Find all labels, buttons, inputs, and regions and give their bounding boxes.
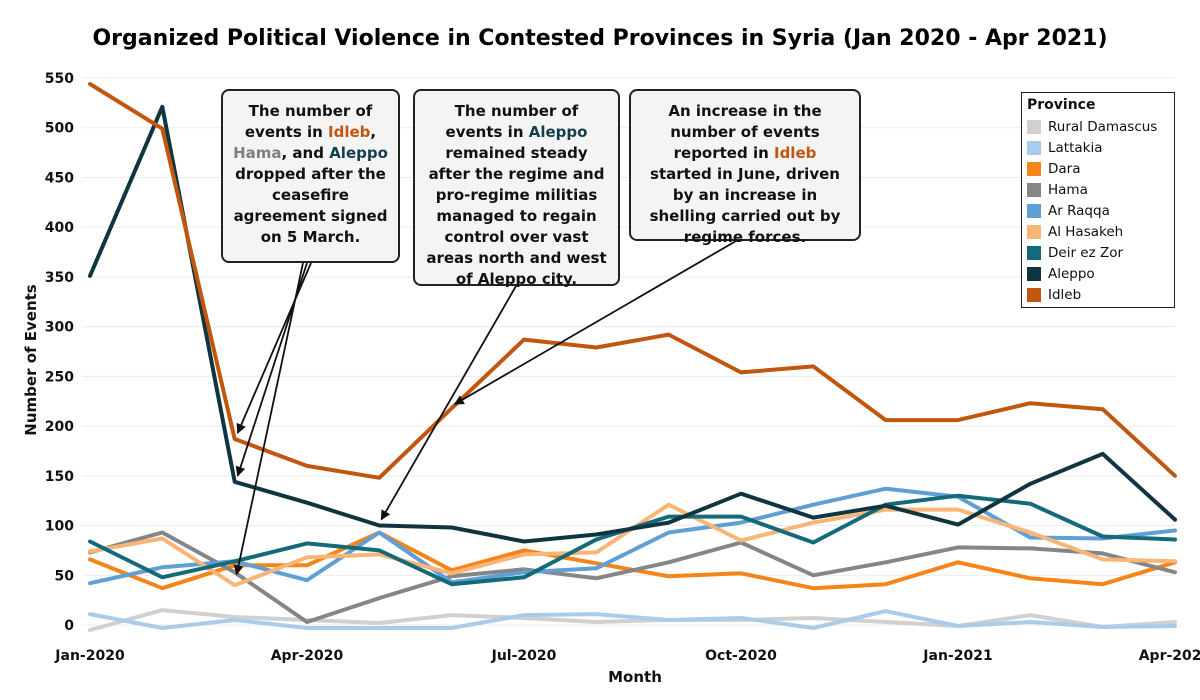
annotation-arrow <box>236 262 312 434</box>
annotation-text: started in June, driven by an increase i… <box>649 165 841 246</box>
annotation-text: , and <box>281 144 330 162</box>
legend-swatch <box>1027 182 1041 197</box>
annotation-arrow <box>380 285 517 521</box>
legend-item: Rural Damascus <box>1027 116 1169 137</box>
series-line-hama <box>88 530 1177 624</box>
y-axis-ticks: 0 50 100 150 200 250 300 350 400 450 500 550 <box>45 71 74 634</box>
legend-label: Lattakia <box>1048 139 1103 156</box>
x-tick-label: Oct-2020 <box>705 648 777 664</box>
y-tick-label: 450 <box>45 170 74 186</box>
y-tick-label: 100 <box>45 519 74 535</box>
annotation-arrows <box>233 240 737 576</box>
annotation-highlight-hama: Hama <box>233 144 282 162</box>
legend-label: Idleb <box>1048 286 1082 303</box>
x-axis-label: Month <box>608 668 662 686</box>
annotation-text: , <box>370 123 377 141</box>
y-axis-label: Number of Events <box>22 284 40 435</box>
y-tick-label: 500 <box>45 121 74 137</box>
legend-label: Hama <box>1048 181 1088 198</box>
annotation-text: The number of events in <box>445 102 579 141</box>
series-line-rural-damascus <box>88 608 1177 632</box>
y-tick-label: 200 <box>45 419 74 435</box>
legend-label: Rural Damascus <box>1048 118 1158 135</box>
y-tick-label: 350 <box>45 270 74 286</box>
legend-item: Idleb <box>1027 284 1169 305</box>
legend-swatch <box>1027 119 1041 134</box>
annotation-highlight-aleppo: Aleppo <box>528 123 588 141</box>
legend-label: Aleppo <box>1048 265 1095 282</box>
annotation-text: The number of events in <box>244 102 373 141</box>
legend-item: Hama <box>1027 179 1169 200</box>
legend: Province Rural Damascus Lattakia Dara Hama A… <box>1021 92 1175 308</box>
legend-label: Deir ez Zor <box>1048 244 1124 261</box>
y-tick-label: 0 <box>64 618 74 634</box>
series-line-idleb <box>88 82 1177 480</box>
legend-swatch <box>1027 140 1041 155</box>
annotation-aleppo-steady: The number of events in Aleppo remained … <box>413 89 620 288</box>
legend-swatch <box>1027 245 1041 260</box>
legend-items: Rural Damascus Lattakia Dara Hama Ar Raqqa Al… <box>1027 116 1169 305</box>
chart-title: Organized Political Violence in Conteste… <box>92 26 1107 51</box>
legend-title: Province <box>1027 97 1096 113</box>
legend-item: Dara <box>1027 158 1169 179</box>
x-tick-label: Jan-2021 <box>922 648 992 664</box>
annotation-highlight-idleb: Idleb <box>773 144 817 162</box>
y-tick-label: 300 <box>45 320 74 336</box>
series-lines <box>88 82 1177 632</box>
legend-item: Ar Raqqa <box>1027 200 1169 221</box>
y-tick-label: 250 <box>45 369 74 385</box>
annotation-arrow <box>453 240 737 405</box>
legend-swatch <box>1027 224 1041 239</box>
y-tick-label: 150 <box>45 469 74 485</box>
x-tick-label: Jul-2020 <box>491 648 557 664</box>
legend-item: Al Hasakeh <box>1027 221 1169 242</box>
y-tick-label: 550 <box>45 71 74 87</box>
legend-label: Dara <box>1048 160 1081 177</box>
legend-label: Al Hasakeh <box>1048 223 1124 240</box>
annotation-text: dropped after the ceasefire agreement si… <box>233 165 388 246</box>
x-tick-label: Apr-2021 <box>1139 648 1200 664</box>
annotation-text: remained steady after the regime and pro… <box>426 144 607 288</box>
series-line-lattakia <box>88 609 1177 630</box>
legend-label: Ar Raqqa <box>1048 202 1110 219</box>
y-tick-label: 400 <box>45 220 74 236</box>
annotation-idleb-increase: An increase in the number of events repo… <box>629 89 861 246</box>
legend-item: Aleppo <box>1027 263 1169 284</box>
annotation-text: An increase in the number of events repo… <box>668 102 822 162</box>
annotation-ceasefire: The number of events in Idleb, Hama, and… <box>221 89 400 263</box>
y-tick-label: 50 <box>55 568 75 584</box>
legend-swatch <box>1027 203 1041 218</box>
x-tick-label: Jan-2020 <box>54 648 125 664</box>
x-tick-label: Apr-2020 <box>271 648 344 664</box>
legend-swatch <box>1027 161 1041 176</box>
series-line-aleppo <box>88 104 1177 544</box>
x-axis-ticks: Jan-2020 Apr-2020 Jul-2020 Oct-2020 Jan-2021… <box>54 648 1200 664</box>
legend-swatch <box>1027 287 1041 302</box>
annotation-highlight-aleppo: Aleppo <box>329 144 388 162</box>
legend-item: Deir ez Zor <box>1027 242 1169 263</box>
annotation-highlight-idleb: Idleb <box>328 123 371 141</box>
annotation-arrow <box>233 262 304 576</box>
legend-swatch <box>1027 266 1041 281</box>
legend-item: Lattakia <box>1027 137 1169 158</box>
